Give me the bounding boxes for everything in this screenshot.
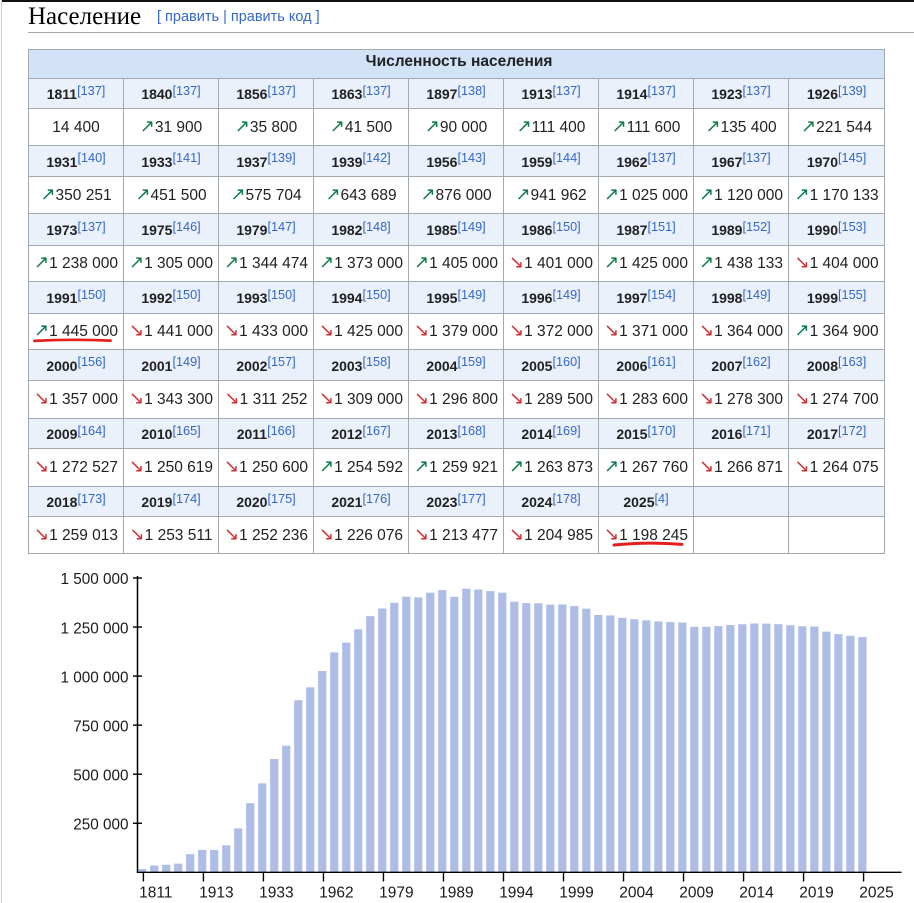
svg-text:1999: 1999 xyxy=(559,885,593,902)
svg-text:250 000: 250 000 xyxy=(73,816,128,833)
svg-text:750 000: 750 000 xyxy=(73,718,128,735)
svg-text:2019: 2019 xyxy=(799,885,833,902)
svg-text:1989: 1989 xyxy=(439,885,473,902)
svg-text:1 250 000: 1 250 000 xyxy=(60,620,128,637)
svg-text:2014: 2014 xyxy=(739,885,774,902)
svg-text:1 000 000: 1 000 000 xyxy=(60,669,128,686)
svg-text:500 000: 500 000 xyxy=(73,767,128,784)
svg-text:1811: 1811 xyxy=(139,885,172,902)
svg-text:2004: 2004 xyxy=(619,885,654,902)
svg-text:1933: 1933 xyxy=(259,885,293,902)
svg-text:1 500 000: 1 500 000 xyxy=(60,571,128,588)
svg-text:1913: 1913 xyxy=(199,885,233,902)
svg-text:1962: 1962 xyxy=(319,885,353,902)
svg-text:2025: 2025 xyxy=(859,885,893,902)
svg-text:1979: 1979 xyxy=(379,885,413,902)
svg-text:2009: 2009 xyxy=(679,885,713,902)
svg-text:1994: 1994 xyxy=(499,885,534,902)
